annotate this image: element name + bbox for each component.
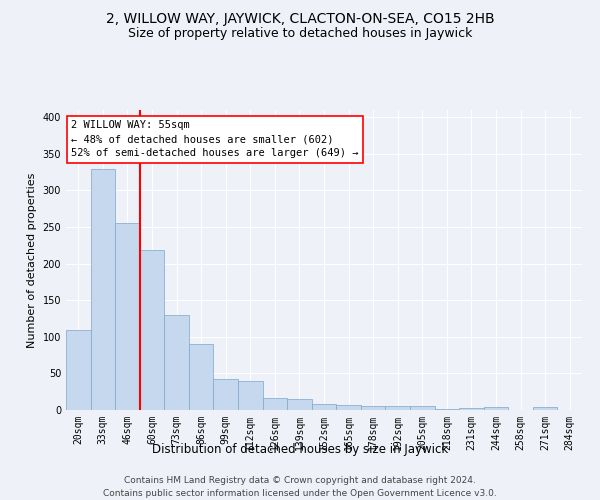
Y-axis label: Number of detached properties: Number of detached properties — [27, 172, 37, 348]
Bar — [238, 380, 263, 410]
Bar — [336, 405, 361, 410]
Text: 2 WILLOW WAY: 55sqm
← 48% of detached houses are smaller (602)
52% of semi-detac: 2 WILLOW WAY: 55sqm ← 48% of detached ho… — [71, 120, 359, 158]
Bar — [410, 406, 434, 410]
Bar — [533, 407, 557, 410]
Bar — [164, 315, 189, 410]
Bar — [189, 344, 214, 410]
Bar — [385, 406, 410, 410]
Bar — [263, 398, 287, 410]
Text: Distribution of detached houses by size in Jaywick: Distribution of detached houses by size … — [152, 442, 448, 456]
Bar — [361, 406, 385, 410]
Text: Size of property relative to detached houses in Jaywick: Size of property relative to detached ho… — [128, 28, 472, 40]
Bar — [459, 408, 484, 410]
Text: Contains HM Land Registry data © Crown copyright and database right 2024.: Contains HM Land Registry data © Crown c… — [124, 476, 476, 485]
Text: 2, WILLOW WAY, JAYWICK, CLACTON-ON-SEA, CO15 2HB: 2, WILLOW WAY, JAYWICK, CLACTON-ON-SEA, … — [106, 12, 494, 26]
Bar — [91, 168, 115, 410]
Bar — [214, 378, 238, 410]
Bar — [115, 224, 140, 410]
Text: Contains public sector information licensed under the Open Government Licence v3: Contains public sector information licen… — [103, 489, 497, 498]
Bar — [434, 408, 459, 410]
Bar — [484, 407, 508, 410]
Bar — [66, 330, 91, 410]
Bar — [140, 250, 164, 410]
Bar — [312, 404, 336, 410]
Bar — [287, 399, 312, 410]
